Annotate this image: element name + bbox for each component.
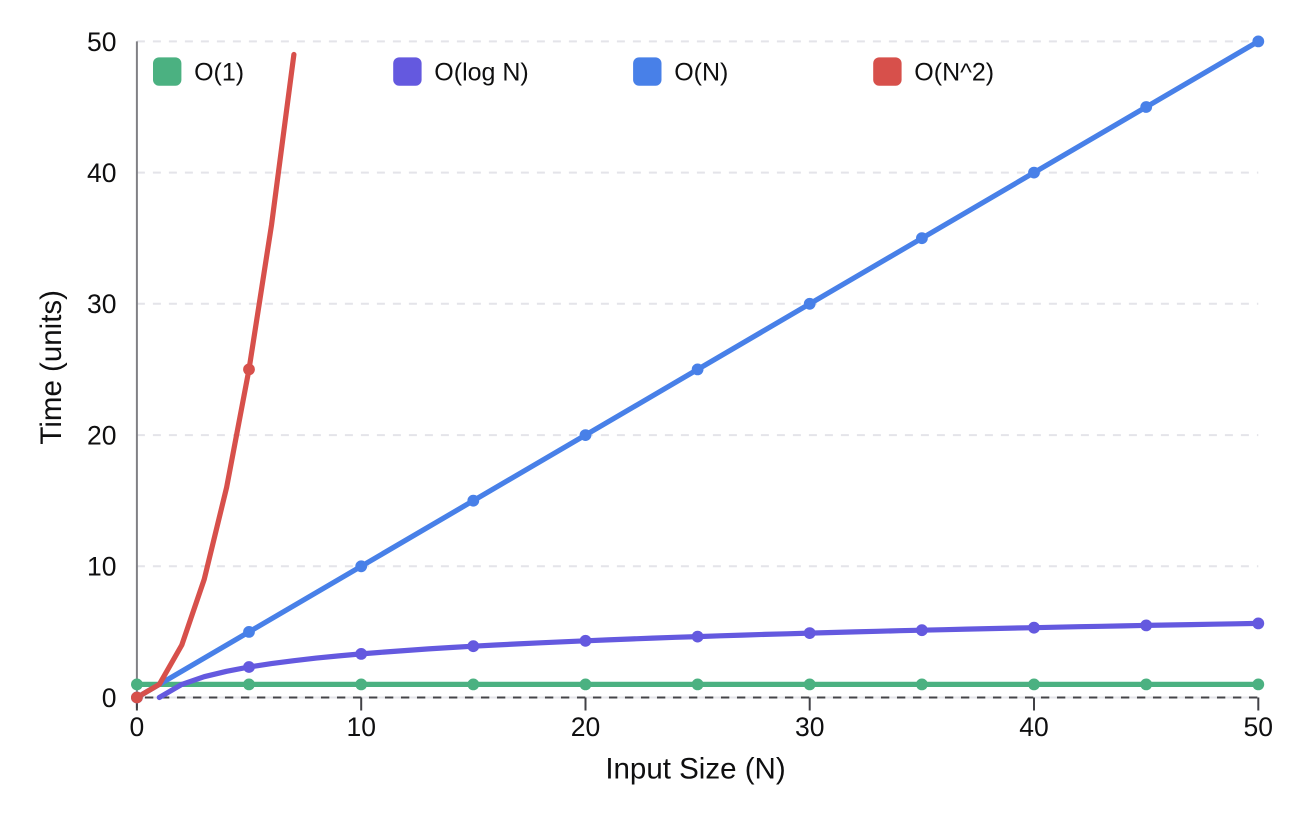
- svg-text:50: 50: [87, 27, 116, 57]
- svg-text:20: 20: [571, 712, 600, 742]
- svg-text:40: 40: [1019, 712, 1048, 742]
- svg-text:Input Size (N): Input Size (N): [605, 753, 785, 786]
- svg-text:40: 40: [87, 158, 116, 188]
- svg-text:20: 20: [87, 421, 116, 451]
- svg-text:10: 10: [346, 712, 375, 742]
- svg-text:Time (units): Time (units): [35, 290, 68, 445]
- svg-text:0: 0: [102, 683, 117, 713]
- svg-text:O(log N): O(log N): [434, 59, 528, 87]
- svg-text:O(1): O(1): [194, 59, 244, 87]
- svg-text:30: 30: [87, 289, 116, 319]
- svg-text:O(N): O(N): [674, 59, 728, 87]
- svg-text:0: 0: [130, 712, 145, 742]
- svg-text:10: 10: [87, 552, 116, 582]
- svg-text:50: 50: [1244, 712, 1273, 742]
- svg-text:O(N^2): O(N^2): [914, 59, 994, 87]
- svg-text:30: 30: [795, 712, 824, 742]
